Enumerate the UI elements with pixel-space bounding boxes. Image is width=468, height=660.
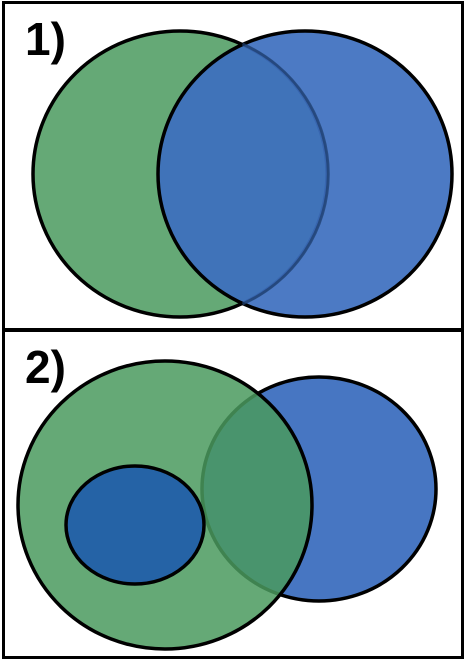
panel-2: 2) (2, 329, 464, 659)
panel-1: 1) (2, 1, 464, 331)
panel-2-diagram (16, 359, 438, 651)
blue-circle (156, 29, 454, 319)
panel-1-label: 1) (25, 13, 66, 65)
inner-blue-ellipse (64, 464, 206, 586)
panel-2-label: 2) (25, 341, 66, 393)
green-circle-inner-edge (241, 42, 330, 306)
panel-1-diagram (31, 29, 454, 319)
